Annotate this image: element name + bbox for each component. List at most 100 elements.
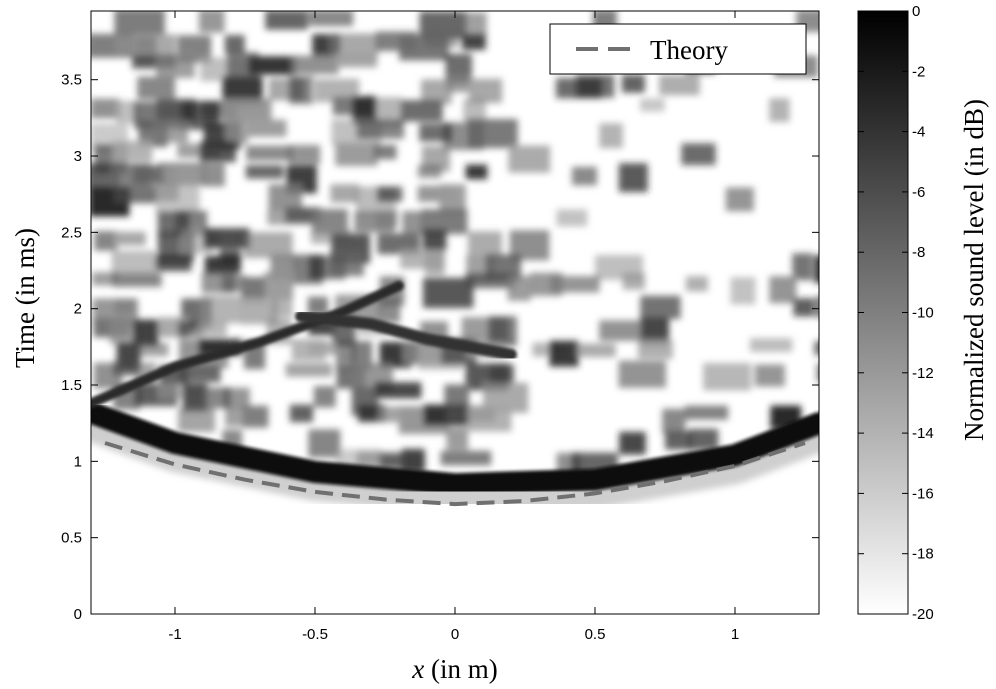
heatmap-cell [335,143,378,166]
heatmap-cell [688,428,719,450]
heatmap-cell [314,78,360,103]
heatmap-cell [112,273,162,287]
heatmap-cell [155,255,192,272]
x-tick-label: 0.5 [585,626,606,643]
heatmap-cell [465,164,488,180]
heatmap-cell [400,100,443,122]
heatmap-cell [618,360,667,388]
heatmap-image [91,11,819,514]
heatmap-cell [619,431,646,455]
colorbar-tick-label: -8 [912,244,925,261]
colorbar-ticks: 0 -2 -4 -6 -8 -10 -12 -14 -16 -18 -20 [858,3,934,623]
heatmap-cell [222,98,272,121]
colorbar-tick-label: -18 [912,546,934,563]
heatmap-cell [489,364,514,384]
heatmap-cell [113,361,139,376]
heatmap-cell [576,343,616,358]
heatmap-cell [754,364,785,387]
heatmap-cell [198,11,225,33]
heatmap-cell [422,277,474,308]
heatmap-cell [730,277,756,305]
heatmap-cell [488,316,517,347]
heatmap-cell [178,365,221,383]
heatmap-cell [288,145,321,165]
heatmap-cell [375,382,422,399]
x-tick-label: 0 [451,626,459,643]
heatmap-cell [329,250,364,277]
heatmap-cell [203,163,225,187]
heatmap-cell [92,272,117,286]
colorbar-tick-label: -14 [912,425,934,442]
heatmap-cell [814,340,819,356]
heatmap-cell [439,184,466,213]
heatmap-cell [138,342,169,357]
heatmap-cell [356,119,405,139]
heatmap-cell [111,250,157,276]
heatmap-cell [440,450,492,466]
heatmap-cell [556,209,588,227]
heatmap-cell [199,141,236,163]
arrival-band [91,401,819,496]
heatmap-cell [113,140,153,163]
x-tick-label: -0.5 [302,626,328,643]
heatmap-cell [376,210,398,228]
heatmap-cell [289,404,314,423]
heatmap-cell [507,275,531,301]
heatmap-cell [313,386,336,408]
heatmap-cell [769,98,790,122]
heatmap-cell [291,55,339,75]
heatmap-cell [549,340,579,367]
heatmap-cell [681,143,716,166]
heatmap-cell [351,341,373,370]
heatmap-cell [334,53,377,68]
heatmap-cell [248,56,297,75]
heatmap-cell [285,207,321,223]
heatmap-cell [153,119,189,143]
heatmap-cell [133,319,159,346]
heatmap-cell [793,298,819,317]
heatmap-cell [115,231,146,246]
heatmap-cell [446,76,471,93]
heatmap-cell [703,363,752,391]
heatmap-cell [378,297,401,323]
heatmap-cell [465,273,515,289]
x-axis: -1 -0.5 0 0.5 1 [168,11,739,643]
heatmap-cell [264,272,294,300]
heatmap-cell [224,35,245,54]
heatmap-cell [662,408,686,434]
heatmap-cell [685,405,729,420]
heatmap-cell [268,184,303,211]
heatmap-cell [137,76,176,100]
heatmap-cell [219,250,242,266]
legend: Theory [549,23,807,75]
heatmap-cell [402,211,423,235]
heatmap-cell [155,54,195,78]
y-axis-title: Time (in ms) [10,228,40,368]
heatmap-cell [330,184,359,203]
y-tick-label: 2.5 [61,224,82,241]
heatmap-cell [618,163,648,193]
y-tick-label: 1 [74,453,82,470]
colorbar: 0 -2 -4 -6 -8 -10 -12 -14 -16 -18 -20 Normalized s… [857,3,989,623]
heatmap-cell [422,229,447,251]
heatmap-cell [265,11,308,30]
colorbar-tick-label: -16 [912,485,934,502]
heatmap-cell [242,405,269,429]
x-tick-label: -1 [168,626,181,643]
heatmap-cell [424,32,459,48]
heatmap-cell [621,74,645,93]
colorbar-tick-label: -12 [912,365,934,382]
heatmap-cell [197,321,227,337]
heatmap-cell [685,276,708,292]
colorbar-tick-label: -20 [912,606,934,623]
colorbar-tick-label: -2 [912,63,925,80]
theory-line [104,441,806,507]
heatmap-cell [792,253,814,281]
heatmap-cell [175,167,198,186]
heatmap-cell [576,74,615,98]
heatmap-cell [182,383,208,412]
heatmap-cell [815,296,819,318]
heatmap-cell [599,320,650,341]
heatmap-cell [464,12,487,38]
